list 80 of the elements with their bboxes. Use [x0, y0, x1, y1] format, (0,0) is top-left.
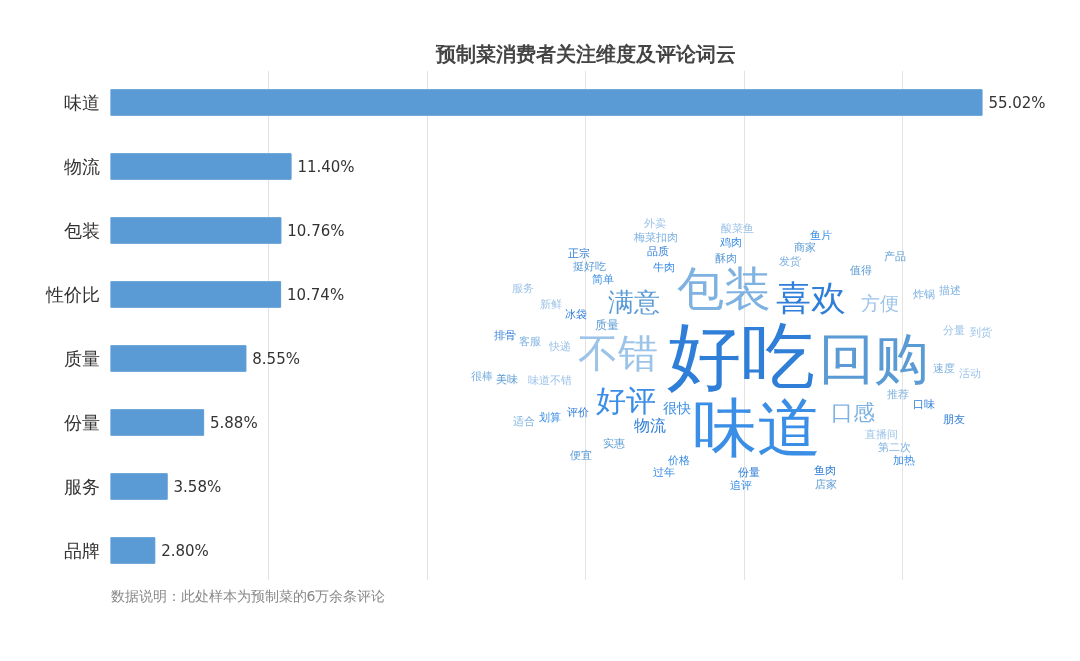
annotation: 物流	[634, 416, 667, 436]
bar	[110, 281, 282, 308]
y-tick-label: 味道	[63, 92, 100, 113]
annotation: 喜欢	[775, 277, 846, 318]
annotation: 鱼肉	[814, 463, 837, 477]
annotation: 方便	[861, 292, 900, 315]
data-label: 5.88%	[209, 413, 258, 432]
y-tick-label: 质量	[63, 348, 100, 369]
annotation: 质量	[594, 317, 619, 332]
annotation: 牛肉	[652, 260, 675, 274]
annotation: 价格	[667, 454, 691, 468]
annotation: 评价	[567, 406, 590, 420]
data-label: 10.76%	[287, 221, 345, 240]
annotation: 份量	[737, 465, 760, 479]
data-label: 11.40%	[297, 157, 355, 176]
annotation: 发货	[779, 254, 802, 268]
annotation: 店家	[814, 477, 837, 491]
bar	[110, 153, 292, 180]
bar	[110, 409, 205, 436]
annotation: 味道不错	[527, 373, 572, 387]
annotation: 好评	[596, 382, 657, 418]
bar	[110, 537, 156, 564]
data-label: 10.74%	[286, 285, 345, 304]
annotation: 追评	[730, 479, 753, 493]
bar	[110, 217, 282, 244]
annotation: 正宗	[568, 247, 591, 261]
bar	[110, 473, 168, 500]
annotation: 到货	[969, 325, 992, 339]
chart-title: 预制菜消费者关注维度及评论词云	[434, 41, 736, 66]
bar	[110, 345, 247, 372]
annotation: 产品	[883, 250, 906, 264]
annotation: 满意	[607, 287, 660, 318]
annotation: 客服	[519, 334, 542, 348]
annotation: 直播间	[865, 428, 899, 442]
annotation: 挺好吃	[572, 259, 606, 273]
annotation: 炸锅	[913, 287, 936, 301]
y-tick-label: 性价比	[44, 284, 100, 305]
annotation: 酸菜鱼	[721, 222, 755, 236]
annotation: 味道	[693, 391, 822, 466]
annotation: 朋友	[942, 412, 965, 426]
annotation: 分量	[942, 324, 965, 338]
annotation: 划算	[539, 411, 562, 425]
y-tick-label: 物流	[63, 156, 100, 177]
annotation: 排骨	[494, 329, 517, 343]
data-label: 8.55%	[252, 349, 300, 368]
annotation: 口感	[831, 400, 876, 426]
annotation: 服务	[512, 282, 535, 296]
annotation: 值得	[850, 263, 873, 277]
annotation: 冰袋	[564, 307, 587, 321]
data-label: 2.80%	[161, 541, 209, 560]
annotation: 鸡肉	[718, 235, 742, 249]
annotation: 品质	[647, 244, 670, 258]
annotation: 美味	[495, 372, 518, 386]
bar	[110, 89, 983, 116]
annotation: 商家	[794, 240, 817, 254]
annotation: 过年	[653, 466, 675, 480]
annotation: 外卖	[644, 217, 667, 231]
annotation: 很棒	[470, 370, 493, 384]
y-tick-label: 品牌	[63, 540, 100, 561]
y-tick-label: 份量	[63, 412, 100, 433]
annotation: 新鲜	[540, 297, 563, 311]
annotation: 速度	[932, 361, 955, 375]
annotation: 加热	[892, 454, 915, 468]
text: 数据说明：此处样本为预制菜的6万余条评论	[110, 587, 386, 604]
data-label: 55.02%	[988, 93, 1046, 112]
annotation: 实惠	[603, 437, 626, 451]
annotation: 简单	[592, 273, 615, 287]
annotation: 很快	[663, 400, 692, 417]
annotation: 快递	[547, 340, 571, 354]
annotation: 口味	[912, 397, 935, 411]
annotation: 便宜	[569, 449, 592, 463]
data-label: 3.58%	[173, 477, 222, 496]
annotation: 描述	[939, 284, 962, 298]
y-tick-label: 包装	[63, 220, 100, 241]
annotation: 梅菜扣肉	[632, 230, 678, 244]
annotation: 活动	[959, 367, 981, 381]
annotation: 第二次	[877, 441, 911, 455]
annotation: 适合	[513, 414, 536, 428]
annotation: 鱼片	[809, 228, 832, 242]
y-tick-label: 服务	[63, 476, 100, 497]
